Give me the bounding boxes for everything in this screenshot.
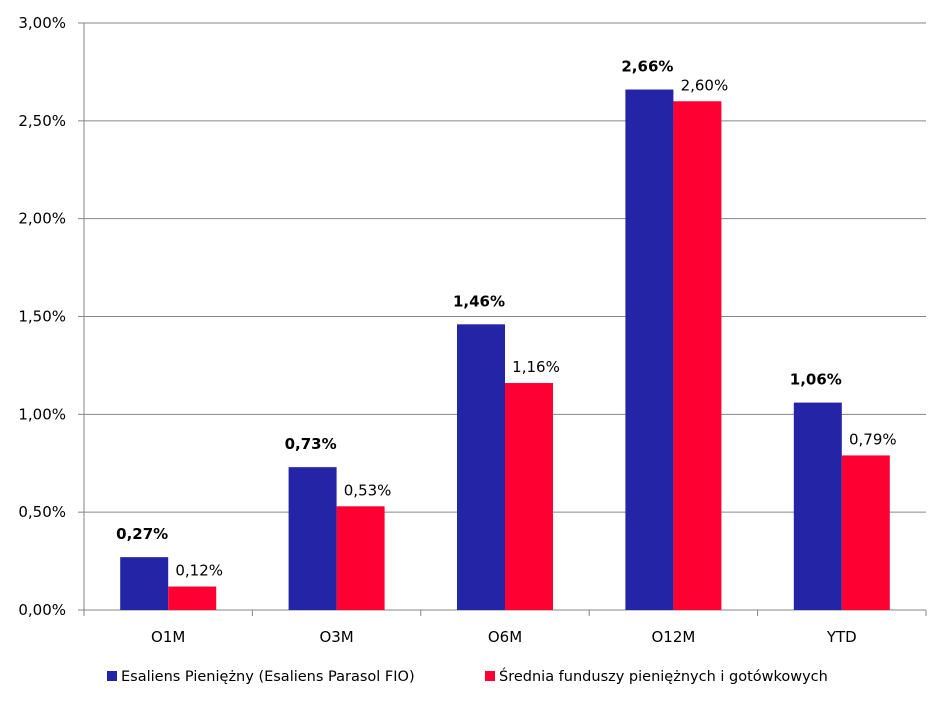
bar-esaliens-o3m (288, 467, 337, 610)
bar-esaliens-o12m (625, 89, 674, 610)
legend: Esaliens Pieniężny (Esaliens Parasol FIO… (107, 667, 828, 685)
x-axis-category-labels: O1M O3M O6M O12M YTD (151, 628, 857, 646)
bar-esaliens-o1m (120, 557, 169, 610)
x-category-label: O12M (651, 628, 695, 646)
bars (120, 89, 890, 611)
bar-srednia-o1m (168, 586, 217, 610)
legend-swatch (107, 671, 117, 681)
bar-esaliens-ytd (793, 402, 842, 610)
legend-label: Esaliens Pieniężny (Esaliens Parasol FIO… (121, 669, 415, 685)
y-tick-label: 3,00% (18, 14, 66, 32)
y-tick-label: 0,00% (18, 601, 66, 619)
data-label: 0,79% (849, 430, 897, 448)
data-labels: 0,27% 0,12% 0,73% 0,53% 1,46% 1,16% 2,66% 2,60%… (116, 58, 896, 580)
bar-srednia-o6m (505, 383, 553, 610)
y-tick-label: 1,50% (18, 308, 66, 326)
y-axis-tick-labels: 0,00% 0,50% 1,00% 1,50% 2,00% 2,50% 3,00% (18, 14, 66, 619)
data-label: 2,60% (681, 76, 729, 94)
bar-srednia-ytd (841, 455, 890, 610)
legend-swatch (485, 671, 495, 681)
x-category-label: YTD (826, 628, 857, 646)
y-tick-label: 2,00% (18, 210, 66, 228)
y-tick-label: 2,50% (18, 112, 66, 130)
legend-label: Średnia funduszy pieniężnych i gotówkowy… (499, 667, 828, 685)
data-label: 0,12% (175, 562, 223, 580)
bar-esaliens-o6m (457, 324, 505, 610)
data-label: 0,27% (116, 525, 168, 543)
data-label: 0,53% (344, 481, 392, 499)
bar-srednia-o3m (336, 506, 385, 610)
y-tick-label: 0,50% (18, 503, 66, 521)
data-label: 0,73% (285, 435, 337, 453)
data-label: 2,66% (621, 58, 673, 76)
bar-srednia-o12m (673, 101, 722, 611)
data-label: 1,16% (512, 358, 560, 376)
data-label: 1,06% (790, 371, 842, 389)
x-category-label: O6M (488, 628, 522, 646)
data-label: 1,46% (453, 292, 505, 310)
gridlines (84, 22, 926, 513)
y-tick-label: 1,00% (18, 405, 66, 423)
x-category-label: O1M (151, 628, 185, 646)
x-category-label: O3M (319, 628, 353, 646)
